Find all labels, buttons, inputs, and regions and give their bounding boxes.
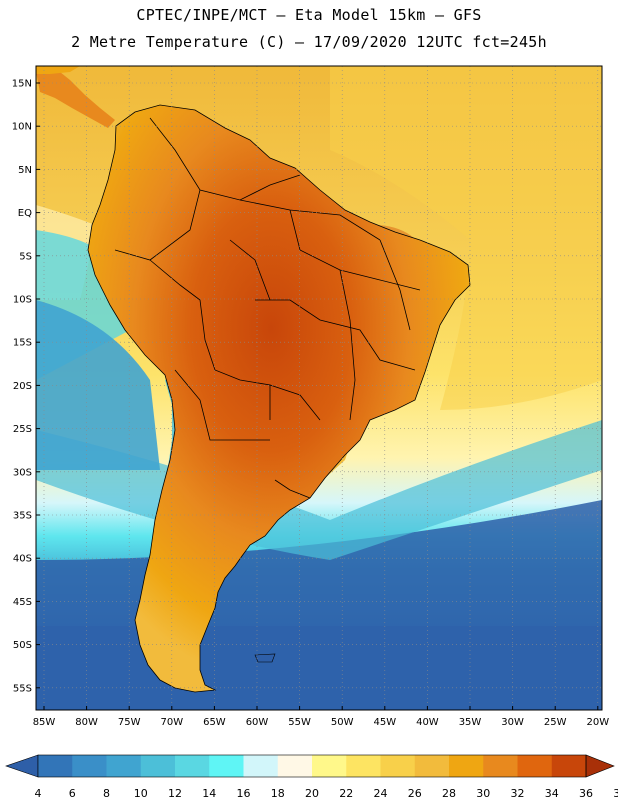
colorbar-label: 6	[69, 787, 76, 800]
colorbar-label: 8	[103, 787, 110, 800]
colorbar-label: 16	[237, 787, 251, 800]
lon-label: 55W	[288, 717, 311, 728]
lon-label: 50W	[331, 717, 354, 728]
chart-title-line2: 2 Metre Temperature (C) – 17/09/2020 12U…	[71, 33, 547, 51]
colorbar-swatch	[277, 755, 313, 777]
latitude-labels: 15N 10N 5N EQ 5S 10S 15S 20S 25S 30S 35S 40S 45S 50S 5…	[12, 79, 40, 694]
lat-label: 20S	[13, 381, 32, 392]
lon-label: 85W	[33, 717, 56, 728]
country-borders	[87, 104, 471, 693]
colorbar-label: 18	[271, 787, 285, 800]
colorbar-swatch	[483, 755, 518, 777]
lat-label: 45S	[13, 597, 32, 608]
lat-label: 5N	[18, 165, 32, 176]
map-field	[36, 66, 602, 710]
colorbar-swatch	[449, 755, 484, 777]
lat-label: 15S	[13, 338, 32, 349]
lat-label: 50S	[13, 640, 32, 651]
lat-label: 25S	[13, 424, 32, 435]
lon-label: 60W	[246, 717, 269, 728]
colorbar-swatch	[551, 755, 587, 777]
lat-label: 30S	[13, 467, 32, 478]
colorbar-swatch	[106, 755, 142, 777]
longitude-labels: 85W 80W 75W 70W 65W 60W 55W 50W 45W 40W 35W 30W 25W 2…	[33, 706, 609, 728]
lat-label: 10N	[12, 122, 32, 133]
colorbar-label: 20	[305, 787, 319, 800]
colorbar-arrow-low	[5, 754, 39, 778]
lat-label: EQ	[18, 208, 32, 219]
lat-label: 35S	[13, 511, 32, 522]
colorbar-swatch	[517, 755, 553, 777]
colorbar-swatch	[38, 755, 73, 777]
colorbar-label: 24	[374, 787, 388, 800]
colorbar-label: 10	[134, 787, 148, 800]
colorbar-label: 30	[476, 787, 490, 800]
colorbar-swatch	[346, 755, 381, 777]
chart-title-line1: CPTEC/INPE/MCT – Eta Model 15km – GFS	[136, 6, 482, 24]
colorbar-label: 26	[408, 787, 422, 800]
colorbar-swatch	[312, 755, 347, 777]
colorbar: 4 6 8 10 12 14 16 18 20 22 24 26 28 30 32 34 36 38	[5, 754, 618, 800]
colorbar-label: 12	[168, 787, 182, 800]
lat-label: 10S	[13, 295, 32, 306]
lat-label: 5S	[19, 251, 32, 262]
colorbar-swatch	[140, 755, 176, 777]
colorbar-arrow-high	[585, 754, 615, 778]
colorbar-label: 14	[202, 787, 216, 800]
lon-label: 45W	[373, 717, 396, 728]
lon-label: 65W	[203, 717, 226, 728]
lon-label: 35W	[459, 717, 482, 728]
colorbar-swatch	[243, 755, 279, 777]
lon-label: 70W	[160, 717, 183, 728]
lat-label: 55S	[13, 683, 32, 694]
colorbar-label: 36	[579, 787, 593, 800]
lon-label: 25W	[544, 717, 567, 728]
lon-label: 20W	[586, 717, 609, 728]
lon-label: 75W	[118, 717, 141, 728]
colorbar-swatch	[72, 755, 107, 777]
lat-lon-grid	[36, 66, 602, 710]
colorbar-label: 4	[35, 787, 42, 800]
colorbar-swatch	[380, 755, 416, 777]
map-frame	[35, 65, 603, 711]
colorbar-label: 28	[442, 787, 456, 800]
colorbar-swatch	[175, 755, 210, 777]
lat-label: 15N	[12, 79, 32, 90]
lon-label: 80W	[75, 717, 98, 728]
lon-label: 40W	[416, 717, 439, 728]
colorbar-swatch	[209, 755, 244, 777]
lon-label: 30W	[501, 717, 524, 728]
colorbar-label: 32	[511, 787, 525, 800]
colorbar-label: 22	[339, 787, 353, 800]
colorbar-label: 38	[613, 787, 618, 800]
lat-label: 40S	[13, 554, 32, 565]
colorbar-swatch	[414, 755, 450, 777]
colorbar-label: 34	[545, 787, 559, 800]
